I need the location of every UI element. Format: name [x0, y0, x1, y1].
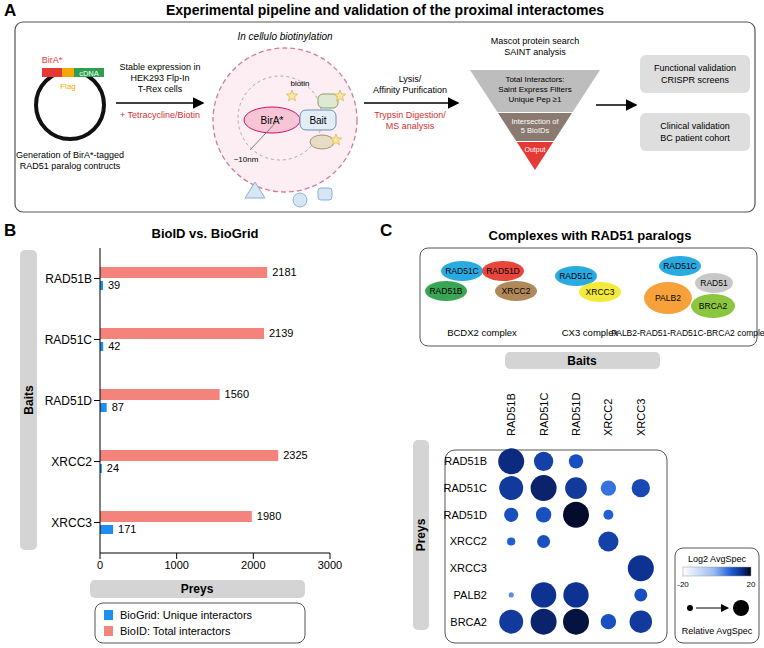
svg-text:RAD51C: RAD51C — [538, 393, 550, 436]
svg-text:RAD51B: RAD51B — [444, 455, 487, 467]
svg-text:BirA*: BirA* — [261, 115, 284, 126]
svg-text:Experimental pipeline and vali: Experimental pipeline and validation of … — [166, 2, 604, 18]
svg-text:Preys: Preys — [414, 518, 428, 551]
svg-text:cDNA: cDNA — [79, 69, 99, 78]
svg-text:39: 39 — [108, 279, 120, 291]
svg-text:RAD51C: RAD51C — [45, 333, 93, 347]
svg-text:2325: 2325 — [283, 449, 307, 461]
svg-text:Complexes with RAD51 paralogs: Complexes with RAD51 paralogs — [489, 228, 692, 243]
svg-text:In cellulo biotinylation: In cellulo biotinylation — [237, 31, 332, 42]
svg-text:42: 42 — [108, 340, 120, 352]
svg-text:~10nm: ~10nm — [234, 155, 259, 164]
svg-text:XRCC3: XRCC3 — [51, 516, 92, 530]
svg-text:Preys: Preys — [181, 582, 214, 596]
svg-text:Intersection of5 BioIDs: Intersection of5 BioIDs — [511, 117, 559, 135]
svg-text:XRCC2: XRCC2 — [450, 535, 487, 547]
svg-text:RAD51C: RAD51C — [559, 271, 593, 281]
svg-text:BioGrid: Unique interactors: BioGrid: Unique interactors — [120, 609, 253, 621]
svg-text:BRCA2: BRCA2 — [699, 301, 728, 311]
svg-text:RAD51B: RAD51B — [45, 272, 92, 286]
svg-text:20: 20 — [747, 580, 756, 589]
svg-text:RAD51D: RAD51D — [486, 266, 520, 276]
svg-text:1000: 1000 — [164, 559, 188, 571]
svg-text:BioID vs. BioGrid: BioID vs. BioGrid — [152, 226, 259, 241]
svg-text:XRCC2: XRCC2 — [602, 399, 614, 436]
svg-text:RAD51D: RAD51D — [570, 393, 582, 436]
svg-text:PALB2-RAD51-RAD51C-BRCA2 compl: PALB2-RAD51-RAD51C-BRCA2 complex — [611, 328, 756, 338]
svg-text:RAD51: RAD51 — [700, 278, 728, 288]
svg-text:Output: Output — [524, 146, 545, 154]
svg-text:RAD51C: RAD51C — [445, 266, 479, 276]
svg-text:Functional validationCRISPR sc: Functional validationCRISPR screens — [654, 63, 736, 85]
svg-text:RAD51D: RAD51D — [45, 394, 93, 408]
svg-text:2181: 2181 — [272, 266, 296, 278]
svg-text:CX3 complex: CX3 complex — [562, 327, 619, 338]
svg-text:Flag: Flag — [60, 82, 76, 91]
svg-text:Baits: Baits — [22, 385, 36, 415]
svg-text:-20: -20 — [677, 580, 689, 589]
svg-text:RAD51C: RAD51C — [444, 482, 487, 494]
svg-text:87: 87 — [112, 401, 124, 413]
svg-text:Total Interactors:Saint Expres: Total Interactors:Saint Express FiltersU… — [498, 75, 571, 104]
svg-text:0: 0 — [97, 559, 103, 571]
svg-text:BioID: Total interactors: BioID: Total interactors — [120, 625, 231, 637]
svg-text:Mascot protein searchSAINT ana: Mascot protein searchSAINT analysis — [491, 36, 580, 57]
svg-text:BRCA2: BRCA2 — [450, 616, 487, 628]
svg-text:C: C — [380, 221, 392, 240]
svg-text:XRCC2: XRCC2 — [51, 455, 92, 469]
svg-text:Stable expression inHEK293 Flp: Stable expression inHEK293 Flp-InT-Rex c… — [119, 62, 200, 94]
svg-text:Relative AvgSpec: Relative AvgSpec — [682, 626, 753, 636]
svg-text:Generation of BirA*-taggedRAD5: Generation of BirA*-taggedRAD51 paralog … — [16, 150, 124, 171]
svg-text:2000: 2000 — [241, 559, 265, 571]
svg-text:Clinical validationBC patient: Clinical validationBC patient cohort — [660, 121, 730, 143]
svg-text:RAD51B: RAD51B — [505, 393, 517, 436]
svg-text:1560: 1560 — [225, 388, 249, 400]
svg-text:Baits: Baits — [567, 354, 597, 368]
svg-text:BCDX2 complex: BCDX2 complex — [447, 327, 517, 338]
svg-text:Trypsin Digestion/MS analysis: Trypsin Digestion/MS analysis — [374, 110, 446, 131]
svg-text:XRCC2: XRCC2 — [502, 286, 531, 296]
svg-text:171: 171 — [118, 523, 136, 535]
svg-text:Log2 AvgSpec: Log2 AvgSpec — [688, 554, 746, 564]
svg-text:3000: 3000 — [318, 559, 342, 571]
svg-text:1980: 1980 — [257, 510, 281, 522]
svg-text:RAD51C: RAD51C — [663, 261, 697, 271]
svg-text:PALB2: PALB2 — [454, 589, 487, 601]
svg-text:+ Tetracycline/Biotin: + Tetracycline/Biotin — [120, 110, 200, 120]
svg-text:2139: 2139 — [269, 327, 293, 339]
svg-text:24: 24 — [107, 462, 119, 474]
svg-text:B: B — [8, 221, 16, 240]
svg-text:RAD51B: RAD51B — [429, 286, 462, 296]
svg-text:biotin: biotin — [290, 79, 309, 88]
svg-text:XRCC3: XRCC3 — [586, 287, 615, 297]
svg-text:Lysis/Affinity Purification: Lysis/Affinity Purification — [373, 74, 447, 95]
svg-text:BirA*: BirA* — [42, 55, 63, 65]
svg-text:Bait: Bait — [309, 115, 326, 126]
svg-text:PALB2: PALB2 — [655, 293, 681, 303]
svg-text:XRCC3: XRCC3 — [635, 399, 647, 436]
svg-text:XRCC3: XRCC3 — [450, 562, 487, 574]
svg-text:RAD51D: RAD51D — [444, 509, 487, 521]
svg-text:A: A — [8, 1, 16, 20]
